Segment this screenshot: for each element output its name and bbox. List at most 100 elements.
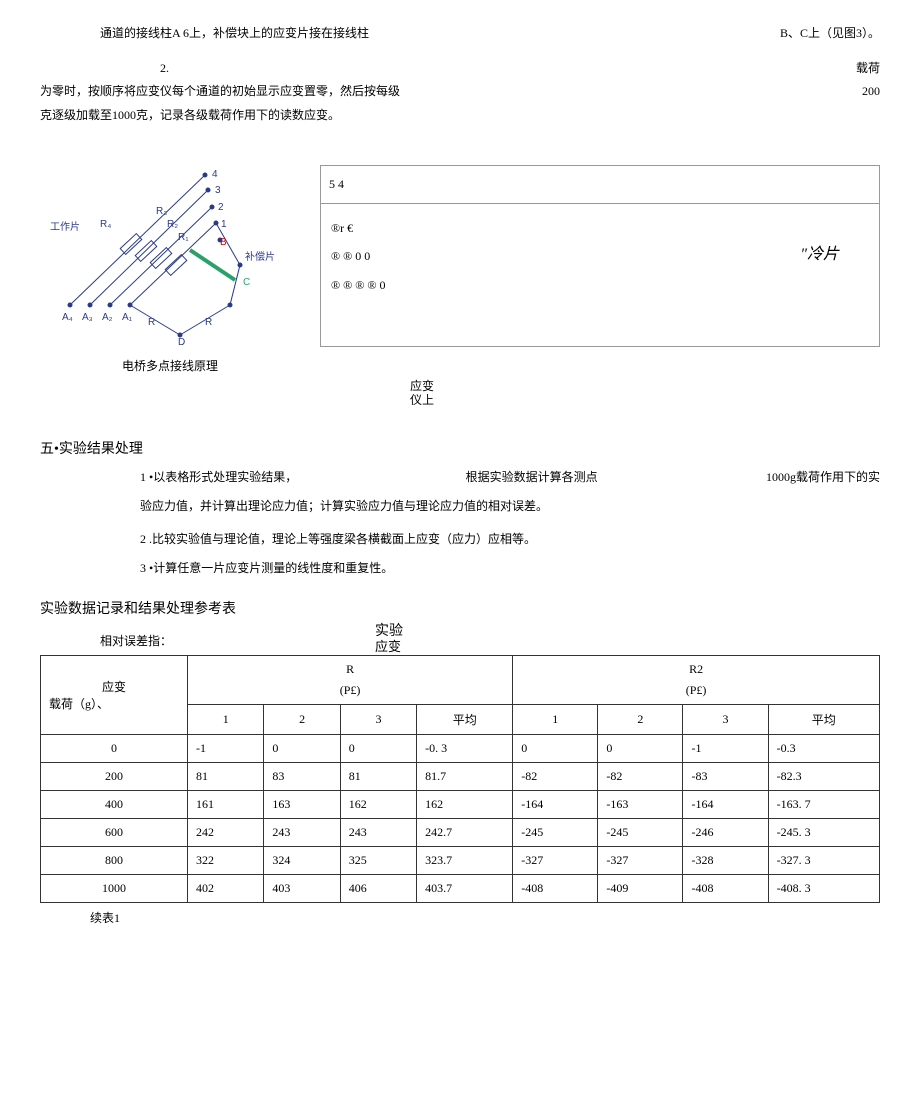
col-header: 2 bbox=[264, 705, 340, 735]
row-header: 载荷（g）、 bbox=[49, 695, 179, 712]
data-cell: -1 bbox=[683, 735, 768, 763]
data-cell: 0 bbox=[340, 735, 416, 763]
data-cell: -164 bbox=[683, 791, 768, 819]
group-header: R bbox=[196, 662, 504, 677]
data-cell: 402 bbox=[188, 875, 264, 903]
data-cell: 0 bbox=[264, 735, 340, 763]
load-cell: 400 bbox=[41, 791, 188, 819]
data-cell: 403.7 bbox=[417, 875, 513, 903]
svg-text:C: C bbox=[243, 277, 250, 288]
svg-text:R₄: R₄ bbox=[100, 219, 111, 230]
data-cell: -408 bbox=[683, 875, 768, 903]
load-cell: 1000 bbox=[41, 875, 188, 903]
data-cell: -82.3 bbox=[768, 763, 879, 791]
unit-label: (P£) bbox=[196, 683, 504, 698]
svg-text:A₂: A₂ bbox=[102, 312, 113, 323]
text-line: 1000g载荷作用下的实 bbox=[766, 468, 880, 487]
side-line: ® ® ® ® 0 bbox=[331, 271, 869, 300]
text-line: 载荷 bbox=[856, 59, 880, 78]
side-top-line: 5 4 bbox=[321, 166, 879, 204]
side-line: ® ® 0 0 bbox=[331, 242, 869, 271]
list-item: 2 .比较实验值与理论值，理论上等强度梁各横截面上应变（应力）应相等。 bbox=[140, 530, 880, 549]
data-cell: -83 bbox=[683, 763, 768, 791]
load-cell: 200 bbox=[41, 763, 188, 791]
table-title: 实验数据记录和结果处理参考表 bbox=[40, 598, 880, 618]
data-cell: 163 bbox=[264, 791, 340, 819]
svg-text:工作片: 工作片 bbox=[50, 220, 80, 233]
side-line: ®r € bbox=[331, 214, 869, 243]
data-cell: -245. 3 bbox=[768, 819, 879, 847]
text-line: 验应力值，并计算出理论应力值；计算实验应力值与理论应力值的相对误差。 bbox=[140, 497, 880, 516]
col-header: 1 bbox=[513, 705, 598, 735]
overlay-label: 实验 应变 bbox=[375, 624, 403, 655]
data-cell: -327 bbox=[513, 847, 598, 875]
svg-text:R₁: R₁ bbox=[178, 232, 189, 243]
table-row: 800322324325323.7-327-327-328-327. 3 bbox=[41, 847, 880, 875]
unit-label: (P£) bbox=[521, 683, 871, 698]
data-cell: 243 bbox=[340, 819, 416, 847]
data-cell: 81 bbox=[340, 763, 416, 791]
data-cell: 242 bbox=[188, 819, 264, 847]
table-row: 400161163162162-164-163-164-163. 7 bbox=[41, 791, 880, 819]
svg-text:A₃: A₃ bbox=[82, 312, 93, 323]
load-cell: 800 bbox=[41, 847, 188, 875]
data-cell: 242.7 bbox=[417, 819, 513, 847]
svg-text:3: 3 bbox=[215, 185, 221, 196]
data-cell: -328 bbox=[683, 847, 768, 875]
list-item: 3 •计算任意一片应变片测量的线性度和重复性。 bbox=[140, 559, 880, 578]
data-cell: -82 bbox=[513, 763, 598, 791]
step-number: 2. bbox=[160, 59, 169, 78]
data-cell: -246 bbox=[683, 819, 768, 847]
data-cell: 81 bbox=[188, 763, 264, 791]
svg-text:R: R bbox=[148, 317, 155, 328]
text-line: B、C上（见图3）。 bbox=[780, 24, 880, 43]
text-line: 根据实验数据计算各测点 bbox=[466, 468, 598, 487]
svg-text:A₁: A₁ bbox=[122, 312, 133, 323]
data-cell: 81.7 bbox=[417, 763, 513, 791]
col-header: 3 bbox=[340, 705, 416, 735]
svg-text:4: 4 bbox=[212, 169, 218, 180]
svg-text:R₂: R₂ bbox=[167, 219, 178, 230]
side-panel: 5 4 ®r € ″冷片 ® ® 0 0 ® ® ® ® 0 bbox=[320, 165, 880, 347]
svg-text:R₃: R₃ bbox=[156, 206, 167, 217]
text-line: 克逐级加载至1000克，记录各级载荷作用下的读数应变。 bbox=[40, 106, 880, 125]
data-cell: -327 bbox=[598, 847, 683, 875]
sub-caption: 应变 仪上 bbox=[410, 379, 880, 408]
table-row: 应变 载荷（g）、 R (P£) R2 (P£) bbox=[41, 656, 880, 705]
data-cell: -245 bbox=[598, 819, 683, 847]
group-header: R2 bbox=[521, 662, 871, 677]
svg-text:B: B bbox=[220, 237, 227, 248]
data-cell: -1 bbox=[188, 735, 264, 763]
text-value: 200 bbox=[862, 82, 880, 101]
table-row: 20081838181.7-82-82-83-82.3 bbox=[41, 763, 880, 791]
col-header: 平均 bbox=[417, 705, 513, 735]
data-cell: 325 bbox=[340, 847, 416, 875]
load-cell: 0 bbox=[41, 735, 188, 763]
table-note: 相对误差指： bbox=[100, 632, 172, 649]
figure-area: 工作片 补偿片 A₄ A₃ A₂ A₁ R₁ R₂ R₃ R₄ R R B C … bbox=[40, 165, 880, 374]
col-header: 平均 bbox=[768, 705, 879, 735]
data-table: 应变 载荷（g）、 R (P£) R2 (P£) 123平均123平均 0-10… bbox=[40, 655, 880, 903]
data-cell: -164 bbox=[513, 791, 598, 819]
data-cell: 83 bbox=[264, 763, 340, 791]
data-cell: 162 bbox=[340, 791, 416, 819]
table-row: 0-100-0. 300-1-0.3 bbox=[41, 735, 880, 763]
section-heading: 五•实验结果处理 bbox=[40, 438, 880, 458]
data-cell: -163 bbox=[598, 791, 683, 819]
cold-label: ″冷片 bbox=[800, 236, 839, 274]
figure-caption: 电桥多点接线原理 bbox=[40, 357, 300, 374]
row-header: 应变 bbox=[49, 678, 179, 695]
data-cell: -408 bbox=[513, 875, 598, 903]
data-cell: 162 bbox=[417, 791, 513, 819]
data-cell: 243 bbox=[264, 819, 340, 847]
svg-text:补偿片: 补偿片 bbox=[245, 250, 275, 263]
data-cell: -409 bbox=[598, 875, 683, 903]
svg-text:1: 1 bbox=[221, 219, 227, 230]
data-cell: -408. 3 bbox=[768, 875, 879, 903]
data-cell: -245 bbox=[513, 819, 598, 847]
circuit-diagram: 工作片 补偿片 A₄ A₃ A₂ A₁ R₁ R₂ R₃ R₄ R R B C … bbox=[40, 165, 300, 345]
data-cell: -0. 3 bbox=[417, 735, 513, 763]
continued-label: 续表1 bbox=[90, 909, 880, 926]
data-cell: 403 bbox=[264, 875, 340, 903]
table-row: 1000402403406403.7-408-409-408-408. 3 bbox=[41, 875, 880, 903]
